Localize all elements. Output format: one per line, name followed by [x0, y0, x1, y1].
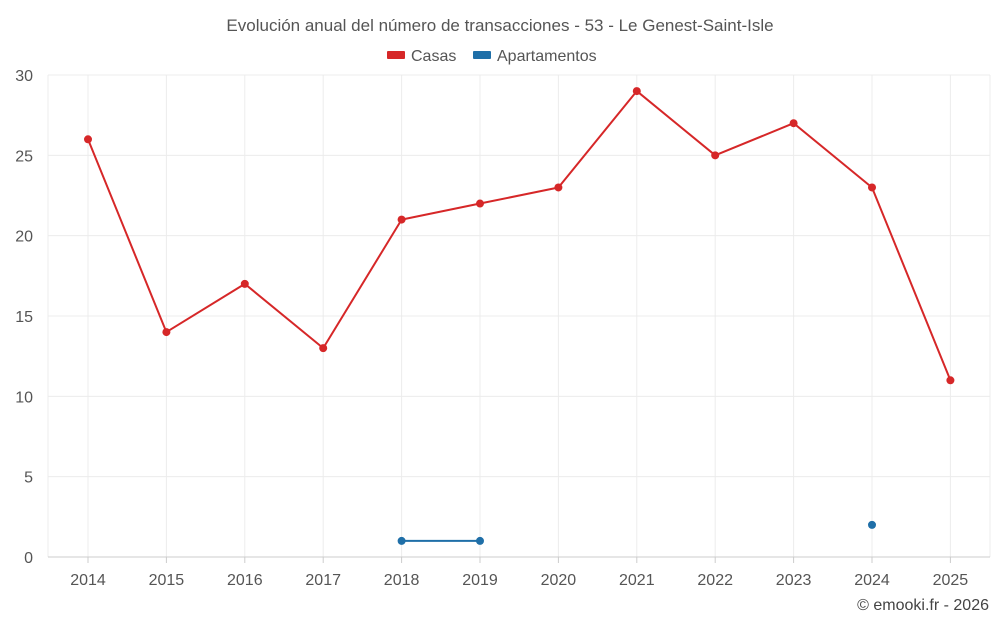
- x-tick-label: 2016: [227, 572, 263, 589]
- legend-swatch-apartamentos: [473, 51, 491, 59]
- x-tick-label: 2025: [933, 572, 969, 589]
- series-line-casas: [87, 90, 952, 381]
- legend-item-apartamentos[interactable]: Apartamentos: [473, 48, 597, 65]
- legend-item-casas[interactable]: Casas: [387, 48, 456, 65]
- data-point-casas[interactable]: [632, 87, 641, 96]
- x-tick-label: 2018: [384, 572, 420, 589]
- legend-swatch-casas: [387, 51, 405, 59]
- data-point-apartamentos[interactable]: [868, 520, 876, 529]
- x-tick-label: 2020: [541, 572, 577, 589]
- gridlines: [47, 74, 991, 557]
- data-point-casas[interactable]: [554, 183, 563, 192]
- chart-title: Evolución anual del número de transaccio…: [226, 16, 773, 35]
- data-point-casas[interactable]: [868, 183, 876, 192]
- data-point-casas[interactable]: [946, 376, 955, 385]
- data-point-apartamentos[interactable]: [476, 536, 484, 545]
- data-point-casas[interactable]: [476, 199, 484, 208]
- data-point-casas[interactable]: [162, 328, 171, 337]
- y-tick-label: 10: [15, 389, 33, 406]
- legend[interactable]: Casas Apartamentos: [387, 48, 597, 65]
- x-tick-label: 2015: [149, 572, 185, 589]
- credit-text: © emooki.fr - 2026: [857, 597, 989, 614]
- x-tick-label: 2022: [697, 572, 733, 589]
- data-point-casas[interactable]: [319, 344, 328, 353]
- legend-label-apartamentos: Apartamentos: [497, 48, 597, 65]
- y-tick-label: 15: [15, 309, 33, 326]
- x-tick-label: 2017: [305, 572, 341, 589]
- data-point-apartamentos[interactable]: [397, 536, 406, 545]
- y-tick-label: 25: [15, 148, 33, 165]
- x-tick-label: 2014: [70, 572, 106, 589]
- data-point-casas[interactable]: [789, 119, 798, 128]
- y-tick-label: 0: [24, 550, 33, 567]
- x-tick-label: 2021: [619, 572, 655, 589]
- y-tick-label: 5: [24, 470, 33, 487]
- y-tick-label: 30: [15, 68, 33, 85]
- data-point-casas[interactable]: [84, 135, 92, 144]
- x-tick-label: 2023: [776, 572, 812, 589]
- data-point-casas[interactable]: [397, 215, 406, 224]
- data-point-casas[interactable]: [711, 151, 720, 160]
- x-tick-label: 2024: [854, 572, 890, 589]
- legend-label-casas: Casas: [411, 48, 456, 65]
- data-point-casas[interactable]: [240, 279, 249, 288]
- x-tick-label: 2019: [462, 572, 498, 589]
- y-tick-label: 20: [15, 229, 33, 246]
- series: [84, 87, 955, 545]
